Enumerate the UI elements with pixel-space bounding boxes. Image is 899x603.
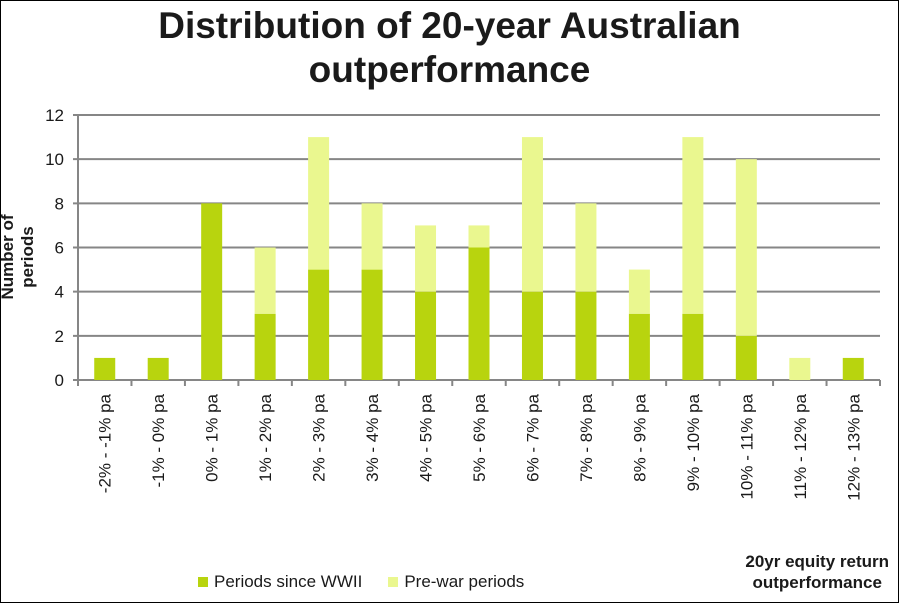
- bar-pre-war: [468, 225, 490, 248]
- x-tick-label: 12% - 13% pa: [844, 393, 863, 500]
- x-tick-label: 0% - 1% pa: [203, 393, 222, 481]
- x-tick-label: 4% - 5% pa: [417, 393, 436, 481]
- bar-since-wwii: [415, 291, 437, 380]
- bar-pre-war: [308, 137, 330, 270]
- y-tick-label: 0: [55, 371, 64, 390]
- x-tick-label: 11% - 12% pa: [791, 393, 810, 499]
- bar-since-wwii: [201, 203, 223, 380]
- bar-pre-war: [682, 137, 704, 314]
- bar-since-wwii: [147, 357, 169, 380]
- bar-pre-war: [735, 159, 757, 336]
- bar-since-wwii: [468, 247, 490, 380]
- bar-since-wwii: [254, 313, 276, 380]
- bar-pre-war: [415, 225, 437, 292]
- x-tick-label: 1% - 2% pa: [256, 393, 275, 481]
- bar-since-wwii: [521, 291, 543, 380]
- legend-item-since-wwii: Periods since WWII: [198, 572, 362, 592]
- bar-since-wwii: [308, 269, 330, 380]
- x-axis-title-line: 20yr equity return: [745, 552, 889, 571]
- y-tick-label: 10: [45, 150, 64, 169]
- bar-since-wwii: [628, 313, 650, 380]
- legend-label: Periods since WWII: [214, 572, 363, 591]
- x-tick-label: 6% - 7% pa: [523, 393, 542, 481]
- legend-item-pre-war: Pre-war periods: [388, 572, 524, 592]
- legend: Periods since WWII Pre-war periods: [198, 572, 550, 592]
- y-tick-label: 8: [55, 194, 64, 213]
- title-line-2: outperformance: [308, 49, 591, 90]
- bar-pre-war: [628, 269, 650, 314]
- title-line-1: Distribution of 20-year Australian: [158, 5, 741, 46]
- bar-since-wwii: [682, 313, 704, 380]
- bar-since-wwii: [842, 357, 864, 380]
- bar-since-wwii: [735, 335, 757, 380]
- bar-pre-war: [361, 203, 383, 270]
- x-tick-label: 10% - 11% pa: [737, 393, 756, 499]
- x-tick-label: 7% - 8% pa: [577, 393, 596, 481]
- x-tick-label: 8% - 9% pa: [630, 393, 649, 481]
- legend-swatch: [388, 577, 399, 587]
- y-tick-label: 4: [55, 283, 64, 302]
- x-tick-label: 9% - 10% pa: [684, 393, 703, 491]
- x-tick-label: 2% - 3% pa: [310, 393, 329, 481]
- bar-pre-war: [575, 203, 597, 292]
- bar-since-wwii: [361, 269, 383, 380]
- chart-title: Distribution of 20-year Australian outpe…: [0, 4, 899, 92]
- x-tick-label: 5% - 6% pa: [470, 393, 489, 481]
- x-axis-title-line: outperformance: [752, 573, 882, 592]
- y-tick-label: 2: [55, 327, 64, 346]
- y-tick-label: 12: [45, 106, 64, 125]
- bar-pre-war: [254, 247, 276, 314]
- y-tick-label: 6: [55, 239, 64, 258]
- legend-swatch: [198, 577, 208, 587]
- bar-since-wwii: [575, 291, 597, 380]
- bar-pre-war: [521, 137, 543, 292]
- bar-pre-war: [789, 357, 811, 380]
- legend-label: Pre-war periods: [404, 572, 525, 591]
- x-tick-label: -1% - 0% pa: [149, 393, 168, 487]
- x-tick-label: -2% - -1% pa: [96, 393, 115, 493]
- bar-since-wwii: [94, 357, 116, 380]
- x-tick-label: 3% - 4% pa: [363, 393, 382, 481]
- x-axis-title: 20yr equity return outperformance: [745, 551, 889, 593]
